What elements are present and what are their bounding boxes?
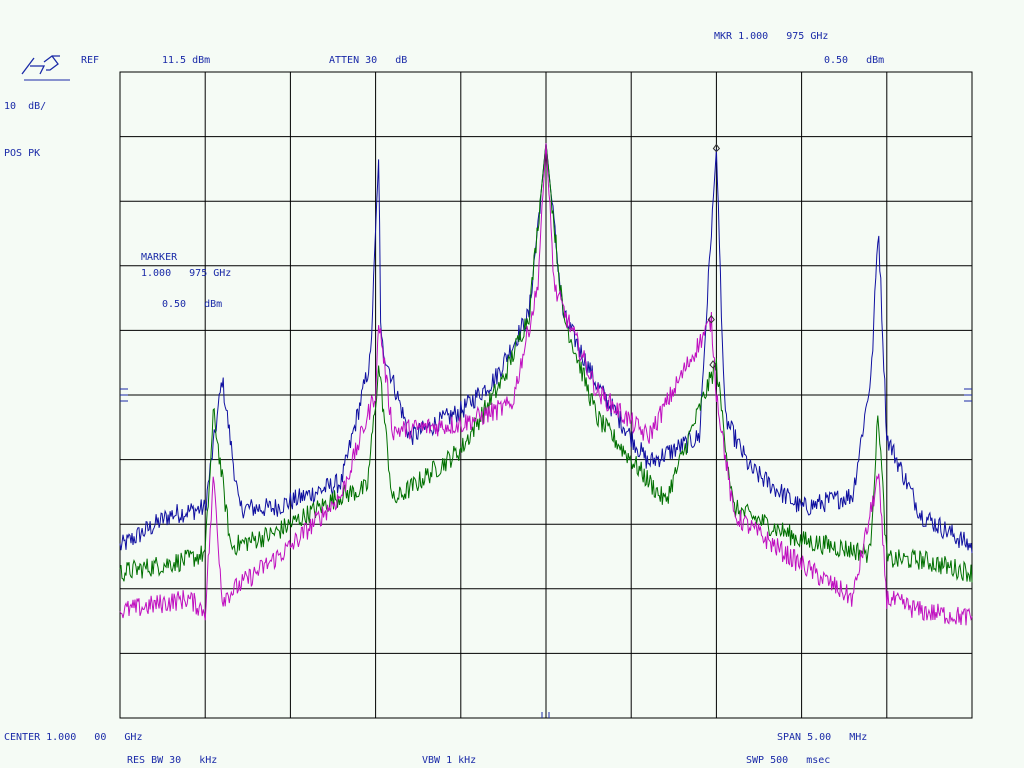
frequency-span: SPAN 5.00 MHz [777, 732, 868, 743]
graticule [119, 71, 973, 719]
marker-box-title: MARKER [141, 252, 178, 263]
ref-label: REF [81, 55, 100, 66]
attenuation: ATTEN 30 dB [329, 55, 408, 66]
marker-readout: MKR 1.000 975 GHz [714, 31, 829, 42]
marker-box-level: 0.50 dBm [162, 299, 223, 310]
peak-marker-1 [712, 143, 721, 153]
hp-logo [21, 55, 70, 81]
ref-level: 11.5 dBm [162, 55, 211, 66]
scale-per-division: 10 dB/ [4, 101, 47, 112]
video-bandwidth: VBW 1 kHz [422, 755, 477, 766]
detector-mode: POS PK [4, 148, 41, 159]
center-frequency: CENTER 1.000 00 GHz [4, 732, 143, 743]
peak-marker-2 [707, 314, 715, 324]
trace-group [119, 143, 973, 626]
marker-level: 0.50 dBm [824, 55, 885, 66]
peak-marker-3 [709, 360, 717, 369]
reference-level-ticks [120, 388, 972, 718]
trace-3 [119, 143, 973, 626]
marker-group [707, 143, 721, 369]
sweep-time: SWP 500 msec [746, 755, 831, 766]
marker-box-frequency: 1.000 975 GHz [141, 268, 232, 279]
resolution-bandwidth: RES BW 30 kHz [127, 755, 218, 766]
